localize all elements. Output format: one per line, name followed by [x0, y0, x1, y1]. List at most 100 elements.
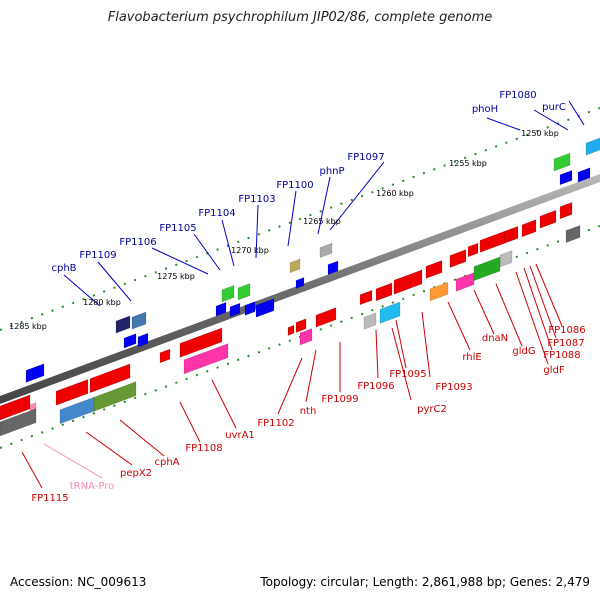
reverse-gene-label: rhlE — [462, 352, 481, 363]
reverse-gene-label: FP1099 — [321, 394, 358, 405]
reverse-label-leader-4 — [515, 271, 549, 365]
forward-gene-block-15 — [131, 311, 147, 330]
reverse-gene-block-7 — [449, 249, 467, 268]
forward-label-leader-5 — [317, 176, 331, 235]
reverse-label-leader-11 — [375, 329, 379, 379]
reverse-gene-label: FP1108 — [185, 443, 222, 454]
forward-label-leader-9 — [193, 233, 221, 271]
reverse-gene-block-8 — [425, 260, 443, 279]
reverse-label-leader-20 — [21, 451, 43, 489]
forward-gene-block-5 — [319, 242, 333, 258]
reverse-label-leader-17 — [119, 419, 165, 457]
reverse-gene-label: FP1095 — [389, 369, 426, 380]
forward-gene-label: phoH — [472, 104, 498, 115]
forward-gene-block-3 — [559, 170, 573, 186]
reverse-gene-label: gldG — [512, 346, 535, 357]
genome-backbone — [0, 174, 600, 404]
forward-gene-block-8 — [295, 277, 305, 289]
reverse-gene-block-3 — [521, 219, 537, 238]
forward-gene-label: purC — [542, 102, 566, 113]
reverse-gene-block-16 — [159, 348, 171, 364]
reverse-gene-block-28 — [299, 328, 313, 346]
scale-tick-label: 1255 kbp — [449, 159, 487, 168]
forward-gene-block-2 — [553, 152, 571, 172]
forward-gene-label: FP1097 — [347, 152, 384, 163]
gene-labels: purCFP1080phoHFP1097phnPFP1100FP1103FP11… — [31, 90, 585, 504]
reverse-gene-block-27 — [363, 312, 377, 330]
scale-tick-label: 1280 kbp — [83, 298, 121, 307]
reverse-gene-label: FP1093 — [435, 382, 472, 393]
forward-gene-block-12 — [229, 302, 241, 318]
gene-blocks — [0, 137, 600, 437]
reverse-label-leader-15 — [211, 379, 237, 429]
forward-gene-label: FP1109 — [79, 250, 116, 261]
reverse-gene-label: FP1088 — [543, 350, 580, 361]
scale-tick-label: 1265 kbp — [303, 217, 341, 226]
reverse-gene-label: FP1115 — [31, 493, 68, 504]
forward-gene-label: FP1080 — [499, 90, 536, 101]
forward-gene-block-17 — [123, 333, 137, 349]
reverse-gene-block-23 — [473, 256, 501, 281]
forward-gene-label: FP1100 — [276, 180, 313, 191]
forward-gene-label: FP1103 — [238, 194, 275, 205]
reverse-label-leader-3 — [523, 267, 553, 351]
forward-gene-label: phnP — [319, 166, 344, 177]
reverse-label-leader-1 — [535, 263, 563, 327]
forward-label-leader-3 — [486, 117, 521, 131]
reverse-gene-block-25 — [429, 281, 449, 302]
reverse-label-leader-2 — [529, 265, 557, 339]
accession-text: Accession: NC_009613 — [10, 575, 147, 589]
forward-label-leader-1 — [568, 100, 585, 126]
forward-gene-label: FP1104 — [198, 208, 235, 219]
reverse-label-leader-5 — [495, 283, 523, 347]
reverse-gene-label: gldF — [543, 365, 564, 376]
reverse-label-leader-8 — [421, 311, 431, 378]
forward-gene-block-6 — [327, 260, 339, 275]
forward-gene-block-11 — [215, 302, 227, 317]
reverse-gene-block-4 — [503, 225, 519, 244]
forward-label-leader-8 — [221, 219, 235, 267]
scale-tick-label: 1250 kbp — [521, 129, 559, 138]
reverse-gene-label: FP1086 — [548, 325, 585, 336]
forward-label-leader-2 — [533, 109, 569, 131]
forward-gene-block-7 — [289, 258, 301, 274]
reverse-label-leader-13 — [305, 349, 317, 403]
reverse-gene-block-32 — [0, 408, 37, 437]
forward-gene-label: cphB — [51, 263, 76, 274]
dotted-tracks — [0, 107, 600, 449]
forward-gene-label: FP1105 — [159, 223, 196, 234]
reverse-gene-block-6 — [467, 242, 479, 258]
reverse-gene-block-13 — [295, 318, 307, 333]
reverse-gene-label: uvrA1 — [225, 430, 255, 441]
reverse-gene-label: FP1087 — [547, 338, 584, 349]
forward-gene-block-4 — [577, 167, 591, 183]
reverse-gene-label: tRNA-Pro — [70, 481, 114, 492]
scale-tick-label: 1270 kbp — [231, 246, 269, 255]
reverse-gene-block-2 — [539, 209, 557, 229]
reverse-gene-label: dnaN — [482, 333, 508, 344]
scale-tick-label: 1260 kbp — [376, 189, 414, 198]
reverse-gene-block-17 — [89, 363, 131, 394]
reverse-gene-block-24 — [455, 272, 475, 292]
scale-tick-label: 1285 kbp — [9, 322, 47, 331]
dotted-track-1 — [0, 107, 600, 331]
forward-label-leader-10 — [151, 247, 209, 275]
reverse-gene-block-9 — [393, 269, 423, 295]
reverse-label-leader-14 — [277, 357, 303, 415]
reverse-gene-block-29 — [183, 343, 229, 375]
reverse-gene-block-10 — [375, 282, 393, 302]
reverse-label-leader-7 — [447, 301, 471, 351]
forward-gene-block-9 — [237, 283, 251, 301]
forward-label-leader-6 — [287, 190, 297, 247]
forward-gene-block-13 — [244, 301, 256, 316]
forward-gene-block-10 — [221, 285, 235, 303]
forward-gene-label: FP1106 — [119, 237, 156, 248]
reverse-gene-label: nth — [300, 406, 317, 417]
reverse-label-leader-10 — [391, 327, 412, 401]
reverse-label-leader-16 — [179, 401, 201, 443]
reverse-gene-label: pyrC2 — [417, 404, 447, 415]
reverse-gene-block-22 — [499, 250, 513, 268]
forward-label-leader-12 — [63, 274, 101, 307]
reverse-gene-block-12 — [315, 307, 337, 328]
